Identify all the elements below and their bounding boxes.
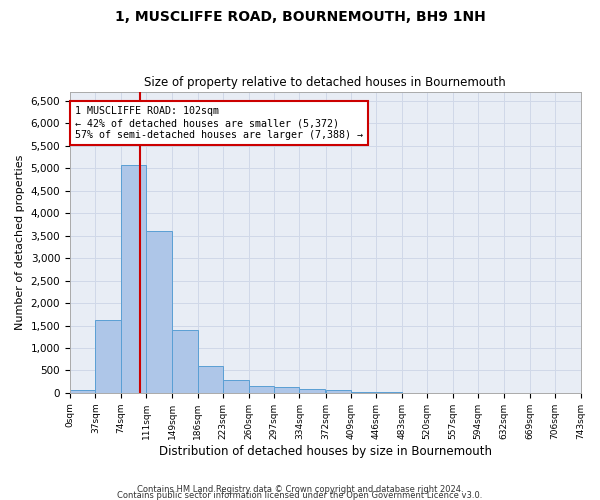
Bar [299,389,325,393]
Bar [146,231,172,393]
Text: Contains HM Land Registry data © Crown copyright and database right 2024.: Contains HM Land Registry data © Crown c… [137,484,463,494]
Bar [351,392,376,393]
Bar [121,165,146,393]
Y-axis label: Number of detached properties: Number of detached properties [15,155,25,330]
Text: Contains public sector information licensed under the Open Government Licence v3: Contains public sector information licen… [118,490,482,500]
Text: 1, MUSCLIFFE ROAD, BOURNEMOUTH, BH9 1NH: 1, MUSCLIFFE ROAD, BOURNEMOUTH, BH9 1NH [115,10,485,24]
X-axis label: Distribution of detached houses by size in Bournemouth: Distribution of detached houses by size … [159,444,492,458]
Text: 1 MUSCLIFFE ROAD: 102sqm
← 42% of detached houses are smaller (5,372)
57% of sem: 1 MUSCLIFFE ROAD: 102sqm ← 42% of detach… [76,106,364,140]
Bar [95,320,121,393]
Title: Size of property relative to detached houses in Bournemouth: Size of property relative to detached ho… [145,76,506,90]
Bar [248,386,274,393]
Bar [198,366,223,393]
Bar [70,390,95,393]
Bar [326,390,351,393]
Bar [223,380,248,393]
Bar [172,330,198,393]
Bar [274,388,299,393]
